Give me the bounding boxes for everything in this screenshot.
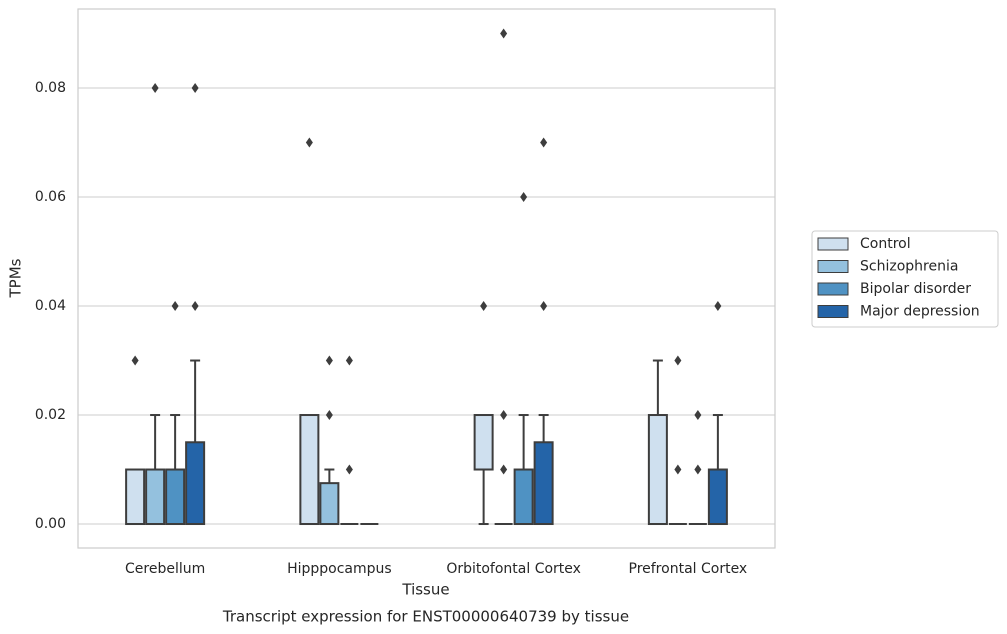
outlier	[714, 301, 722, 312]
box	[533, 441, 554, 526]
y-tick-label: 0.02	[35, 407, 66, 423]
y-tick-label: 0.08	[35, 80, 66, 96]
outlier	[694, 410, 702, 421]
outlier	[674, 464, 682, 475]
outlier	[345, 355, 353, 366]
box	[125, 468, 146, 526]
y-tick-label: 0.04	[35, 298, 66, 314]
outlier	[674, 355, 682, 366]
outlier	[191, 83, 199, 94]
plot-frame	[77, 8, 776, 549]
x-tick-label: Cerebellum	[125, 561, 205, 577]
legend-label: Control	[860, 236, 911, 252]
legend-swatch	[817, 260, 849, 273]
outlier	[325, 355, 333, 366]
x-tick-label: Orbitofontal Cortex	[446, 561, 581, 577]
legend-swatch	[817, 305, 849, 318]
box	[473, 414, 494, 471]
x-axis-label: Tissue	[401, 581, 449, 599]
outlier	[151, 83, 159, 94]
outlier	[345, 464, 353, 475]
outlier	[325, 410, 333, 421]
y-axis-label: TPMs	[7, 258, 25, 298]
y-tick-label: 0.06	[35, 189, 66, 205]
box	[165, 468, 186, 526]
outlier	[500, 28, 508, 39]
outlier	[500, 410, 508, 421]
outlier	[171, 301, 179, 312]
outlier	[480, 301, 488, 312]
legend-frame	[811, 230, 999, 328]
legend-swatch	[817, 237, 849, 251]
box	[647, 414, 668, 526]
outlier	[694, 464, 702, 475]
y-tick-label: 0.00	[35, 516, 66, 532]
box	[145, 468, 166, 526]
outlier	[520, 192, 528, 203]
box	[299, 414, 320, 526]
legend-label: Bipolar disorder	[860, 281, 971, 297]
outlier	[191, 301, 199, 312]
box	[513, 468, 534, 526]
box	[185, 441, 206, 526]
x-tick-label: Hipppocampus	[287, 561, 392, 577]
outlier	[500, 464, 508, 475]
chart-title: Transcript expression for ENST0000064073…	[222, 608, 629, 626]
outlier	[305, 137, 313, 148]
box	[319, 482, 340, 526]
box	[707, 468, 728, 526]
outlier	[540, 137, 548, 148]
legend-swatch	[817, 282, 849, 296]
legend-label: Major depression	[860, 304, 980, 320]
outlier	[540, 301, 548, 312]
x-tick-label: Prefrontal Cortex	[629, 561, 748, 577]
outlier	[131, 355, 139, 366]
legend-label: Schizophrenia	[860, 259, 958, 275]
